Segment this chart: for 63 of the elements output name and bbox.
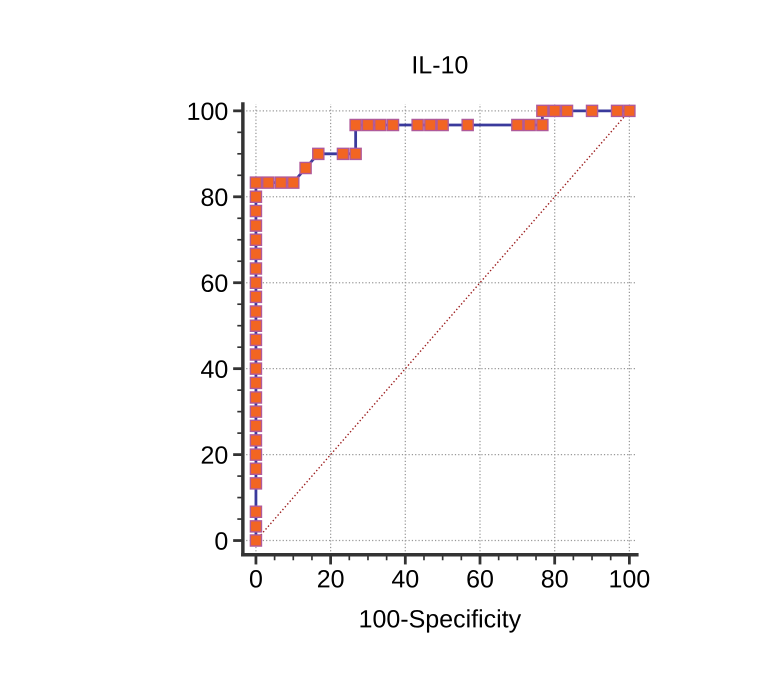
chart-title: IL-10: [414, 56, 468, 74]
point: [250, 190, 262, 204]
point: [349, 118, 362, 132]
point: [250, 462, 262, 476]
point: [250, 276, 262, 289]
x-axis-title: 100-Specificity: [360, 609, 522, 633]
point: [250, 319, 262, 332]
point: [250, 506, 262, 518]
point: [411, 118, 424, 132]
point: [250, 534, 262, 547]
point: [536, 118, 549, 132]
point: [250, 305, 262, 318]
point: [312, 148, 325, 160]
point: [250, 376, 262, 390]
y-tick-label: 0: [215, 532, 228, 550]
point: [250, 348, 262, 361]
point: [262, 176, 275, 189]
point: [349, 148, 362, 160]
point: [250, 248, 262, 260]
point: [250, 290, 262, 304]
point: [511, 118, 524, 132]
point: [250, 234, 262, 246]
x-tick-label: 60: [467, 570, 493, 588]
point: [250, 391, 262, 404]
point: [274, 176, 288, 189]
point: [374, 118, 387, 132]
y-tick-label: 40: [201, 360, 228, 378]
point: [362, 118, 374, 132]
point: [250, 520, 262, 533]
point: [250, 204, 262, 218]
point: [250, 434, 262, 447]
y-tick-label: 20: [202, 446, 228, 464]
point: [610, 104, 624, 118]
point: [250, 362, 262, 375]
x-tick-label: 0: [250, 570, 262, 588]
point: [250, 262, 262, 275]
point: [336, 148, 350, 160]
point: [586, 104, 598, 118]
x-tick-label: 80: [542, 570, 568, 588]
point: [250, 405, 262, 418]
x-tick-label: 40: [392, 570, 418, 588]
point: [623, 104, 636, 118]
point: [250, 176, 262, 189]
point: [424, 118, 437, 132]
point: [436, 118, 449, 132]
y-tick-label: 100: [188, 102, 228, 120]
point: [287, 176, 300, 189]
point: [548, 104, 561, 118]
point: [536, 104, 549, 118]
point: [250, 448, 262, 461]
point: [250, 477, 262, 490]
point: [250, 420, 262, 432]
x-tick-label: 100: [610, 570, 650, 588]
point: [386, 118, 400, 132]
y-tick-label: 60: [202, 274, 228, 292]
point: [523, 118, 536, 132]
point: [461, 118, 474, 132]
point: [299, 162, 312, 174]
x-tick-label: 20: [318, 570, 344, 588]
y-tick-label: 80: [202, 188, 228, 206]
point: [560, 104, 574, 118]
point: [250, 219, 262, 232]
point: [250, 334, 262, 346]
